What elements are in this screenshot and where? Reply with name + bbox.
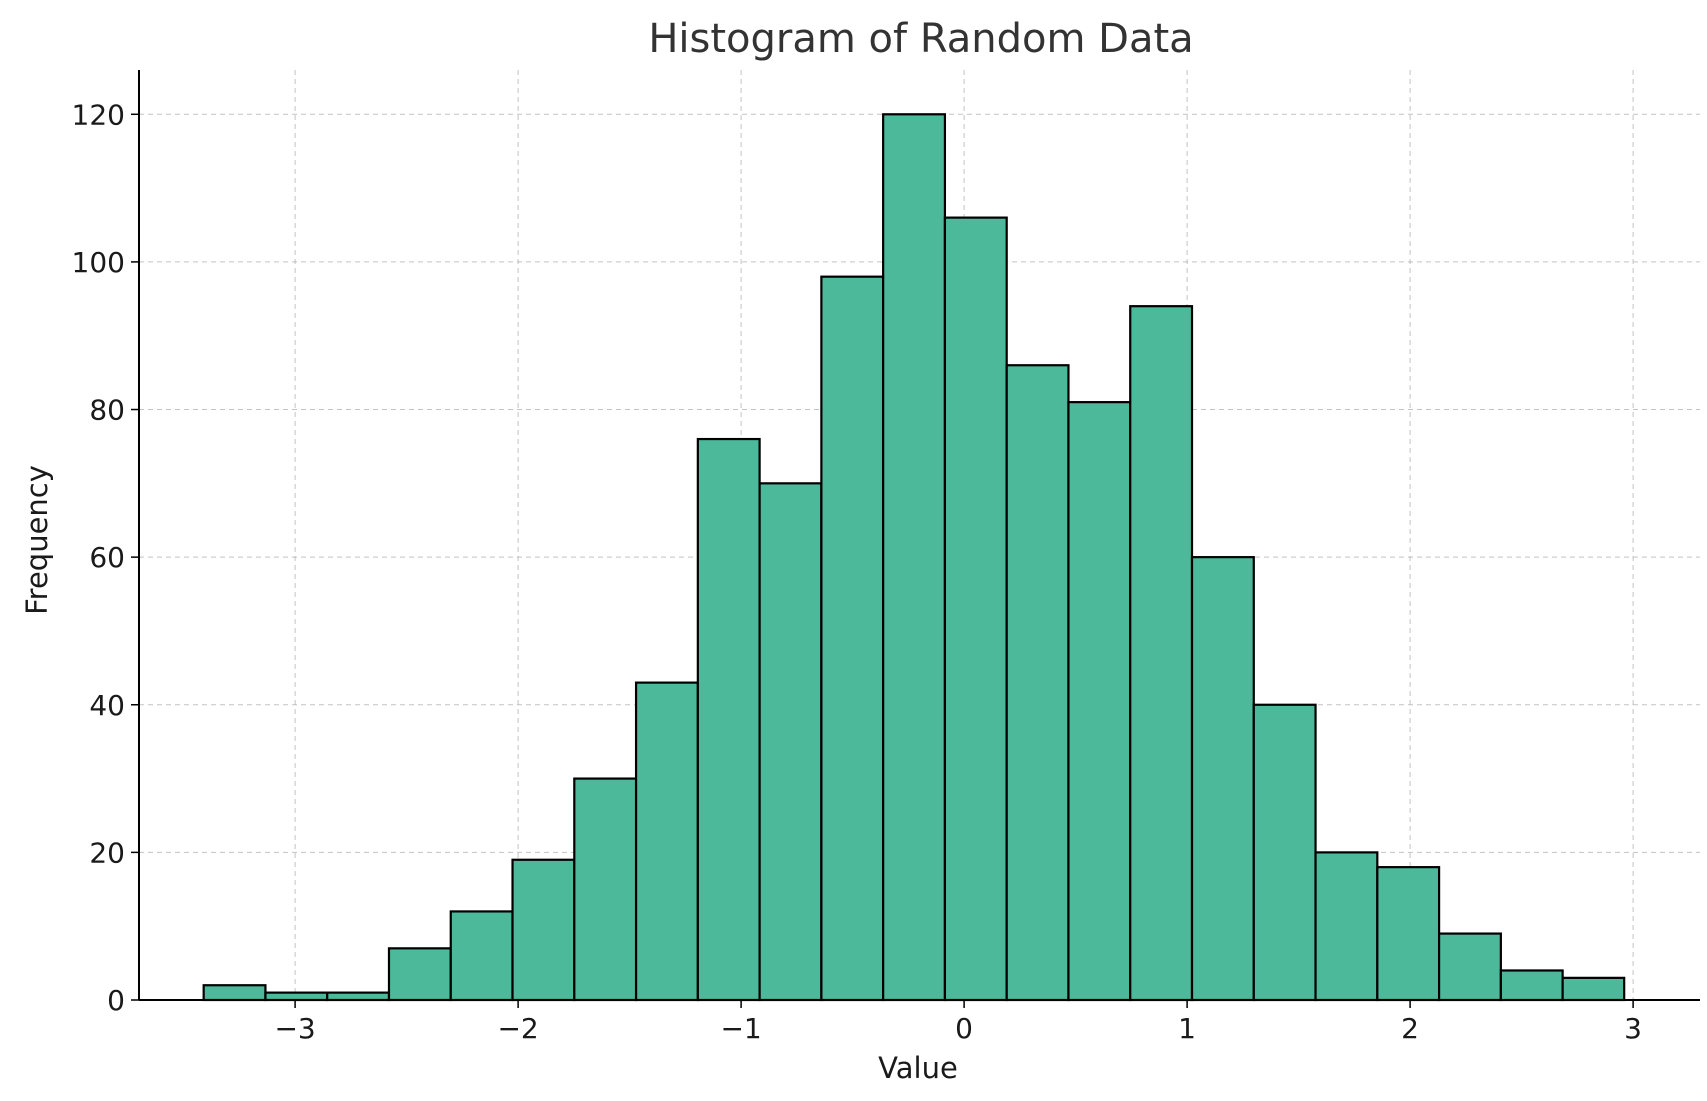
x-tick-label: −1: [720, 1012, 761, 1045]
histogram-bar: [264, 991, 329, 1002]
histogram-bar: [1190, 556, 1255, 1002]
x-tick-label: −2: [497, 1012, 538, 1045]
histogram-bar: [943, 216, 1008, 1002]
x-tick-label: 0: [955, 1012, 973, 1045]
x-tick-label: −3: [274, 1012, 315, 1045]
histogram-bar: [882, 113, 947, 1002]
histogram-bar: [449, 910, 514, 1002]
histogram-bar: [202, 984, 267, 1002]
y-axis-label: Frequency: [20, 465, 54, 615]
histogram-bar: [1252, 703, 1317, 1002]
histogram-bar: [511, 858, 576, 1002]
histogram-bar: [1376, 866, 1441, 1002]
y-tick-label: 20: [89, 836, 125, 869]
histogram-bar: [1314, 851, 1379, 1002]
histogram-bar: [326, 991, 391, 1002]
x-tick-label: 1: [1178, 1012, 1196, 1045]
y-tick-label: 100: [72, 246, 125, 279]
histogram-bar: [1005, 364, 1070, 1002]
histogram-bars: [202, 113, 1626, 1002]
axes: [138, 70, 1700, 1001]
x-axis-ticks: −3 −2 −1 0 1 2 3: [274, 1000, 1642, 1045]
histogram-bar: [1067, 401, 1132, 1002]
y-tick-label: 40: [89, 689, 125, 722]
x-tick-label: 2: [1401, 1012, 1419, 1045]
histogram-bar: [1437, 932, 1502, 1002]
y-tick-label: 80: [89, 394, 125, 427]
histogram-bar: [634, 681, 699, 1002]
y-tick-label: 60: [89, 541, 125, 574]
histogram-bar: [387, 947, 452, 1002]
histogram-bar: [820, 275, 885, 1002]
histogram-bar: [573, 777, 638, 1002]
y-axis-ticks: 0 20 40 60 80 100 120: [72, 98, 139, 1017]
histogram-bar: [696, 437, 761, 1002]
histogram-bar: [1561, 976, 1626, 1002]
y-tick-label: 0: [107, 984, 125, 1017]
x-axis-label: Value: [878, 1051, 958, 1085]
x-tick-label: 3: [1624, 1012, 1642, 1045]
histogram-bar: [1499, 969, 1564, 1002]
histogram-bar: [1129, 305, 1194, 1002]
y-tick-label: 120: [72, 98, 125, 131]
chart-title: Histogram of Random Data: [648, 16, 1193, 62]
histogram-bar: [758, 482, 823, 1002]
